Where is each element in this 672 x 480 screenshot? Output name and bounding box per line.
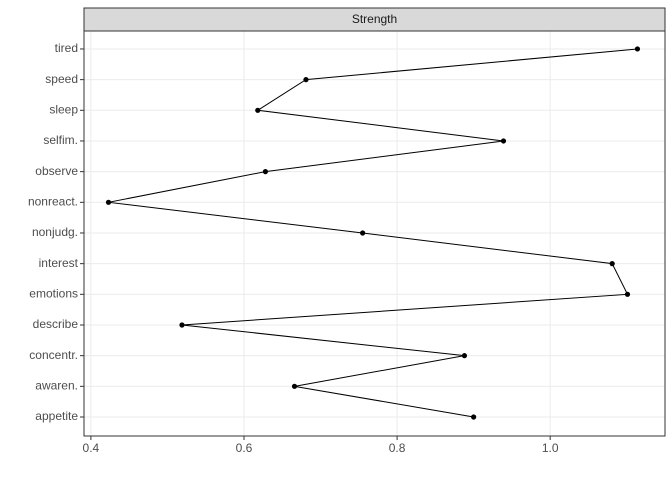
y-tick-label: concentr. bbox=[29, 348, 78, 362]
panel-border bbox=[83, 30, 666, 437]
facet-label: Strength bbox=[352, 12, 397, 26]
y-tick-label: observe bbox=[35, 164, 78, 178]
y-tick-label: appetite bbox=[35, 409, 78, 423]
data-point bbox=[291, 383, 298, 389]
data-point bbox=[634, 46, 641, 52]
x-tick-label: 1.0 bbox=[542, 441, 559, 455]
data-point bbox=[624, 291, 631, 297]
data-point bbox=[179, 322, 185, 328]
y-tick-label: emotions bbox=[29, 286, 78, 300]
x-tick-label: 0.8 bbox=[389, 441, 406, 455]
data-point bbox=[303, 77, 309, 83]
data-point bbox=[360, 230, 366, 236]
x-tick-label: 0.6 bbox=[236, 441, 253, 455]
x-tick-label: 0.4 bbox=[83, 441, 100, 455]
data-point bbox=[262, 169, 269, 175]
y-tick-label: sleep bbox=[49, 102, 78, 116]
y-tick-label: tired bbox=[55, 41, 78, 55]
data-point bbox=[105, 199, 112, 205]
data-point bbox=[609, 261, 615, 267]
y-tick-label: awaren. bbox=[35, 379, 78, 393]
data-point bbox=[500, 138, 507, 144]
y-tick-label: nonjudg. bbox=[32, 225, 78, 239]
data-point bbox=[255, 107, 261, 113]
data-point bbox=[471, 414, 477, 420]
y-tick-label: nonreact. bbox=[28, 194, 78, 208]
data-point bbox=[461, 353, 468, 359]
y-tick-label: interest bbox=[39, 256, 79, 270]
y-tick-label: speed bbox=[45, 72, 78, 86]
y-tick-label: selfim. bbox=[43, 133, 78, 147]
y-tick-label: describe bbox=[33, 317, 79, 331]
